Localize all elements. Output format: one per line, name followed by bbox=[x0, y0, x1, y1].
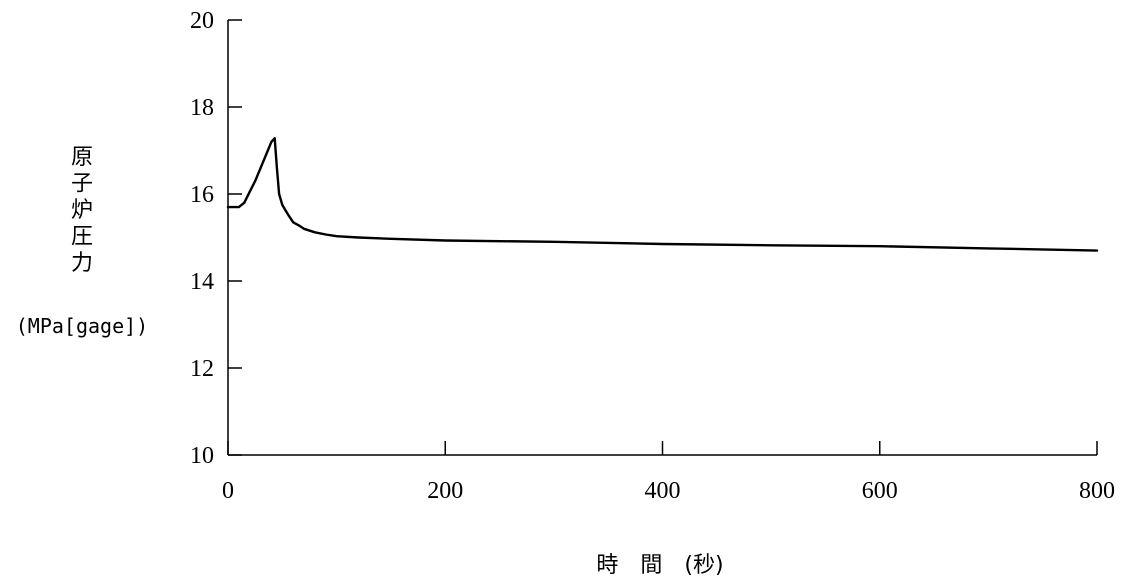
y-axis-unit: (MPa[gage]) bbox=[16, 314, 148, 338]
y-tick-label: 12 bbox=[190, 356, 214, 382]
y-tick-label: 10 bbox=[190, 443, 214, 469]
y-tick-label: 20 bbox=[190, 8, 214, 34]
y-axis-label-char: 力 bbox=[71, 251, 93, 276]
x-tick-label: 200 bbox=[427, 478, 463, 504]
y-axis-label-char: 原 bbox=[71, 145, 93, 170]
y-tick-label: 16 bbox=[190, 182, 214, 208]
x-axis-label: 時 間 (秒) bbox=[596, 553, 723, 578]
y-axis-label-char: 圧 bbox=[71, 225, 93, 250]
y-tick-label: 18 bbox=[190, 95, 214, 121]
y-axis-label-char: 炉 bbox=[71, 198, 93, 223]
series-layer bbox=[226, 137, 1099, 252]
y-tick-label: 14 bbox=[190, 269, 214, 295]
x-tick-label: 400 bbox=[645, 478, 681, 504]
y-axis-label-char: 子 bbox=[71, 172, 93, 197]
x-tick-label: 600 bbox=[862, 478, 898, 504]
x-tick-label: 800 bbox=[1079, 478, 1115, 504]
series-line-0 bbox=[226, 137, 1099, 252]
x-tick-label: 0 bbox=[222, 478, 234, 504]
